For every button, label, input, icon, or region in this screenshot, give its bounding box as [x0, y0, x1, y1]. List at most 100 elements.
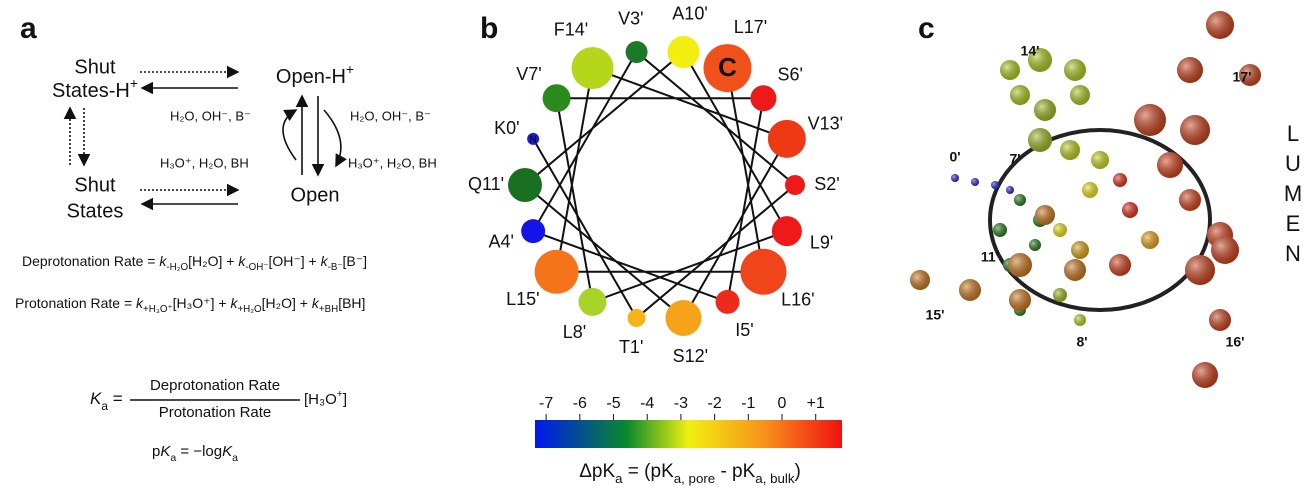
text-segment: +BH [319, 304, 338, 315]
atom-shade [1180, 115, 1210, 145]
colorbar-tick-label: 0 [778, 395, 787, 412]
residue-marker [535, 250, 579, 294]
text-segment: = (pK [623, 461, 675, 482]
text-segment: [BH] [338, 295, 365, 311]
text-segment: [H₃O⁺] + [173, 295, 231, 311]
residue-label: 16' [1226, 334, 1245, 350]
atom-shade [1113, 173, 1127, 187]
residue-label: A10' [672, 3, 707, 23]
colorbar-tick-label: +1 [807, 395, 825, 412]
atom-shade [1010, 85, 1030, 105]
text-segment: [H₂O] + [188, 253, 238, 269]
text-segment: Protonation Rate = [15, 295, 136, 311]
residue-label: 17' [1233, 69, 1252, 85]
atom-shade [1070, 85, 1090, 105]
residue-label: A4' [488, 232, 513, 252]
scheme-text: [H₃O+] [304, 388, 347, 408]
scheme-text: Shut [74, 56, 116, 78]
text-segment: p [152, 443, 160, 460]
text-segment: ΔpK [579, 461, 615, 482]
text-segment: = [108, 389, 123, 408]
text-segment: [B⁻] [343, 253, 368, 269]
residue-marker [716, 290, 740, 314]
text-segment: a [232, 452, 238, 464]
colorbar-tick-label: -4 [640, 395, 654, 412]
scheme-text: pKa = −logKa [152, 443, 238, 464]
atom-shade [951, 174, 959, 182]
residue-marker [521, 219, 545, 243]
atom-shade [1034, 99, 1056, 121]
colorbar-tick-label: -6 [573, 395, 587, 412]
residue-label: S12' [673, 346, 708, 366]
lumen-letter: N [1285, 241, 1301, 266]
n-terminus: N [530, 134, 537, 145]
scheme-text: Open-H+ [276, 61, 354, 89]
residue-marker [579, 288, 607, 316]
text-segment: +H₃O⁺ [143, 304, 173, 315]
residue-label: F14' [554, 20, 588, 40]
residue-label: L17' [734, 17, 767, 37]
figure: abcShutStates-H+Open-H+H₂O, OH⁻, B⁻H₂O, … [0, 0, 1308, 488]
scheme-text: States-H+ [52, 75, 138, 103]
lumen-letter: L [1287, 121, 1299, 146]
text-segment: a, bulk [755, 471, 795, 486]
text-segment: +H₂O [237, 304, 262, 315]
panel-label: a [20, 12, 37, 45]
text-segment: = −log [176, 443, 222, 460]
atom-shade [1035, 205, 1055, 225]
residue-marker [543, 84, 571, 112]
residue-label: 14' [1021, 43, 1040, 59]
scheme-text: States [67, 200, 124, 222]
atom-shade [1053, 223, 1067, 237]
residue-marker [785, 175, 805, 195]
atom-shade [1028, 128, 1052, 152]
atom-shade [993, 223, 1007, 237]
lumen-letter: U [1285, 151, 1301, 176]
panel-label: c [918, 12, 935, 45]
atom-shade [1053, 288, 1067, 302]
residue-label: L8' [563, 322, 586, 342]
text-segment: [H₃O [304, 391, 337, 408]
atom-shade [1064, 259, 1086, 281]
atom-shade [1192, 362, 1218, 388]
atom-shade [910, 270, 930, 290]
atom-shade [1029, 239, 1041, 251]
scheme-text: Protonation Rate [159, 404, 272, 421]
atom-shade [1064, 59, 1086, 81]
text-segment: States-H [52, 80, 130, 102]
residue-label: V3' [618, 8, 643, 28]
residue-label: S2' [814, 174, 839, 194]
colorbar-tick-label: -3 [674, 395, 688, 412]
text-segment: -B⁻ [328, 262, 343, 273]
atom-shade [1209, 309, 1231, 331]
residue-label: T1' [619, 337, 643, 357]
residue-label: V7' [516, 64, 541, 84]
scheme-text: Shut [74, 174, 116, 196]
atom-shade [1122, 202, 1138, 218]
residue-marker [667, 36, 699, 68]
atom-shade [1157, 152, 1183, 178]
atom-shade [1006, 186, 1014, 194]
atom-shade [1060, 140, 1080, 160]
atom-shade [1206, 11, 1234, 39]
text-segment: [OH⁻] + [268, 253, 320, 269]
scheme-text: H₃O⁺, H₂O, BH [348, 155, 437, 170]
residue-marker [772, 216, 802, 246]
residue-marker [740, 249, 786, 295]
scheme-text: Deprotonation Rate [150, 377, 280, 394]
text-segment: -OH⁻ [245, 262, 268, 273]
text-segment: ) [794, 461, 800, 482]
colorbar-tick-label: -5 [606, 395, 620, 412]
residue-label: L15' [506, 289, 539, 309]
residue-marker [768, 120, 806, 158]
atom-shade [1179, 189, 1201, 211]
text-segment: K [90, 389, 102, 408]
text-segment: -H₂O [166, 262, 188, 273]
residue-marker [572, 47, 614, 89]
atom-shade [1211, 236, 1239, 264]
colorbar-tick-label: -7 [539, 395, 553, 412]
scheme-text: H₃O⁺, H₂O, BH [160, 155, 249, 170]
atom-shade [971, 178, 979, 186]
text-segment: a, pore [674, 471, 715, 486]
text-segment: + [346, 61, 354, 77]
